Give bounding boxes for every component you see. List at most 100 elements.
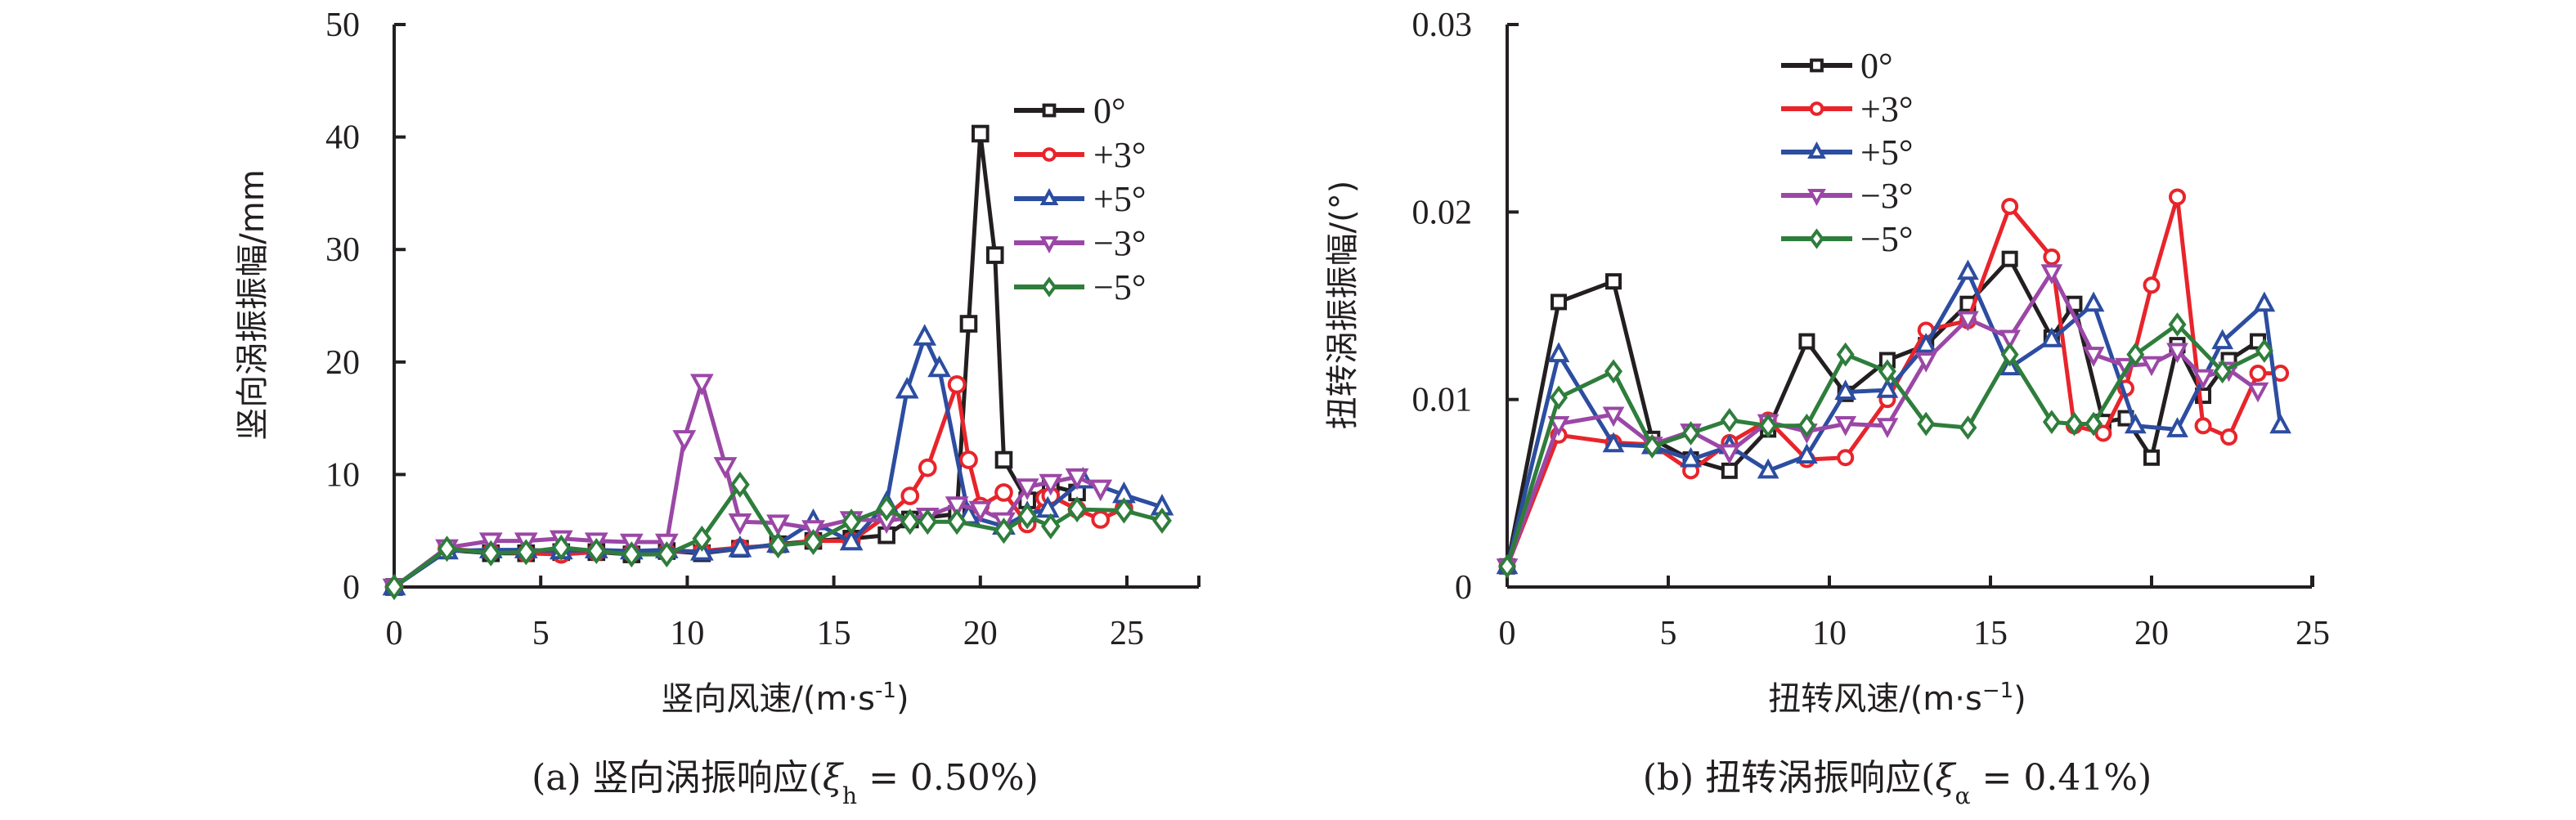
caption: (b) 扭转涡振响应(ξα = 0.41%) [1643,757,2152,809]
data-point [2255,338,2273,363]
data-point [985,246,1004,264]
data-point [672,430,697,452]
y-tick-label: 20 [325,344,360,382]
data-point [1547,415,1570,437]
data-point [1796,443,1818,464]
series-5 [384,471,1172,601]
data-point [1718,444,1741,465]
data-point [728,513,752,535]
data-point [2085,411,2103,437]
data-point [1498,553,1516,579]
data-point [689,374,714,396]
data-point [1551,293,1568,311]
data-point [2040,327,2063,347]
data-point [839,528,864,551]
data-point [1999,329,2021,351]
data-point [1643,434,1662,459]
data-point [947,509,967,535]
data-point [1721,462,1738,479]
data-point [1957,311,1979,332]
data-point [945,496,969,518]
data-point [803,528,824,555]
data-point [2220,428,2238,446]
y-tick-label: 0 [343,569,360,607]
data-point [481,540,501,567]
data-point [1604,359,1623,384]
data-point [2168,312,2187,337]
data-point [728,535,752,558]
legend-item: −5° [1781,219,1913,259]
data-point [1040,513,1061,540]
legend-marker-icon [1807,141,1826,159]
data-point [900,509,920,535]
x-tick-label: 25 [1110,615,1144,652]
legend-label: +5° [1860,132,1913,173]
data-point [551,534,572,561]
x-tick-label: 0 [1499,615,1516,652]
data-point [927,355,951,378]
x-axis-title: 扭转风速/(m·s−1) [1768,679,2026,718]
data-point [2094,424,2112,442]
data-point [947,374,967,394]
y-tick-label: 0.01 [1412,382,1473,419]
y-tick-label: 0.02 [1412,194,1473,231]
data-point [1836,342,1855,367]
series-4 [1496,264,2269,579]
data-point [1680,446,1702,468]
y-axis-title: 扭转涡振振幅/(°) [1324,181,1362,430]
data-point [2249,365,2267,383]
data-point [1876,377,1899,398]
data-point [959,315,978,333]
data-point [657,541,677,568]
data-point [2166,417,2188,437]
legend-label: 0° [1860,46,1893,86]
data-point [713,457,738,479]
series-line [393,382,1125,589]
y-tick-label: 0 [1455,569,1472,607]
data-point [437,535,457,562]
data-point [918,509,938,535]
legend-item: +3° [1014,135,1146,175]
data-point [2269,413,2291,434]
data-point [1681,421,1700,446]
legend-marker-icon [1042,103,1057,118]
data-point [766,514,790,536]
legend-marker-icon [1039,236,1059,254]
legend-label: +3° [1093,135,1146,175]
data-point [1798,333,1815,350]
data-point [1091,510,1111,529]
data-point [2166,343,2188,364]
x-tick-label: 15 [817,615,851,652]
legend-marker-icon [1039,187,1059,205]
legend-label: 0° [1093,91,1126,131]
y-tick-label: 40 [325,119,360,157]
data-point [1152,507,1172,534]
x-axis-title: 竖向风速/(m·s-1) [661,679,909,718]
data-point [2143,276,2161,294]
legend-marker-icon [1809,228,1824,249]
data-point [1834,379,1857,400]
data-point [1914,332,1937,353]
y-axis-title: 竖向涡振振幅/mm [234,169,272,440]
data-point [1035,495,1060,518]
legend-label: +5° [1093,179,1146,219]
axes: 0 10 20 30 40 50 0 5 10 15 20 25 [325,7,1200,652]
data-point [1878,359,1896,384]
data-point [2001,250,2018,267]
x-tick-label: 5 [532,615,550,652]
data-point [2043,248,2061,266]
x-tick-label: 10 [1812,615,1847,652]
data-point [918,458,937,477]
data-point [2211,329,2234,350]
chart-vertical-response: 0 10 20 30 40 50 0 5 10 15 20 25 0°+3°+5°−3°−5° 竖向风… [234,7,1200,809]
data-point [1876,418,1899,438]
data-point [692,525,712,552]
data-point [972,124,990,143]
x-tick-label: 20 [2134,615,2169,652]
data-point [1837,449,1855,467]
data-point [2082,291,2105,312]
legend: 0°+3°+5°−3°−5° [1781,46,1913,259]
data-point [2082,347,2105,367]
series-layer [382,124,1174,601]
data-point [2065,411,2084,437]
